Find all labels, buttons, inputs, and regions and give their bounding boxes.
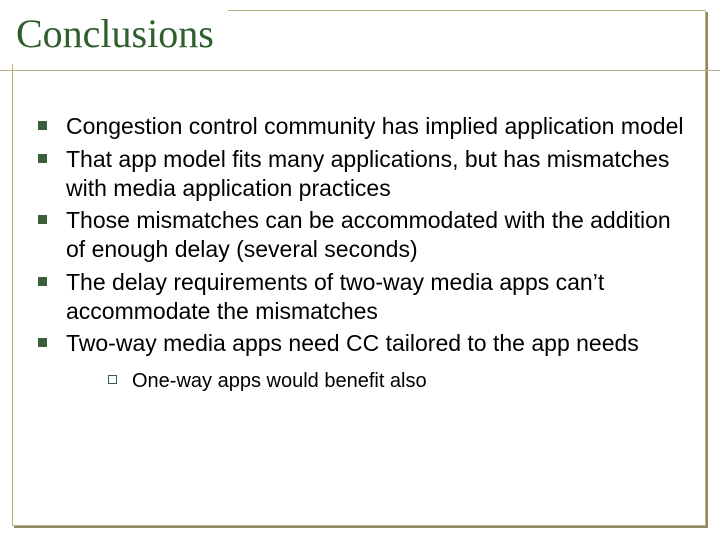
slide-body: Congestion control community has implied… [30,112,692,398]
sub-bullet-list: One-way apps would benefit also [66,368,692,394]
title-underline [0,70,720,71]
bullet-item: The delay requirements of two-way media … [30,268,692,326]
bullet-item: Two-way media apps need CC tailored to t… [30,329,692,394]
bullet-item: Those mismatches can be accommodated wit… [30,206,692,264]
slide: Conclusions Congestion control community… [0,0,720,540]
slide-title: Conclusions [0,6,228,64]
bullet-item-text: Two-way media apps need CC tailored to t… [66,330,639,356]
bullet-item: Congestion control community has implied… [30,112,692,141]
sub-bullet-item: One-way apps would benefit also [104,368,692,394]
bullet-list: Congestion control community has implied… [30,112,692,394]
bullet-item: That app model fits many applications, b… [30,145,692,203]
